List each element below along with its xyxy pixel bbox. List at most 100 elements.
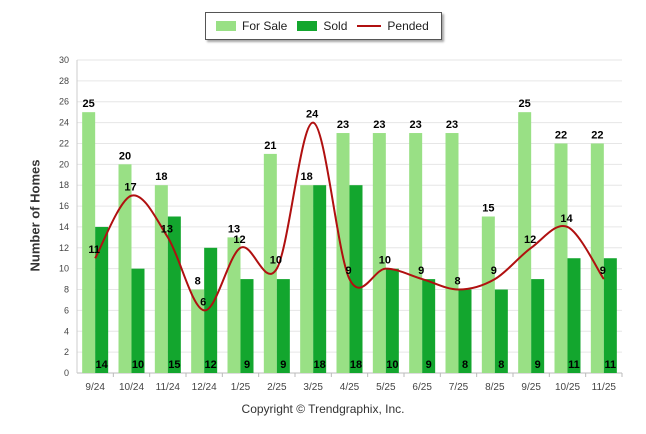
x-tick-label: 11/24 bbox=[156, 382, 181, 393]
bar-sold bbox=[95, 226, 109, 373]
data-label-for-sale: 15 bbox=[482, 203, 494, 215]
bar-sold bbox=[204, 247, 218, 373]
data-label-pended: 9 bbox=[600, 265, 606, 277]
pended-line bbox=[94, 121, 605, 312]
data-label-pended: 9 bbox=[345, 265, 351, 277]
y-tick-label: 2 bbox=[64, 347, 69, 357]
bar-sold bbox=[167, 216, 181, 373]
y-tick-label: 28 bbox=[59, 76, 69, 86]
y-tick-label: 24 bbox=[59, 118, 69, 128]
data-label-for-sale: 22 bbox=[591, 129, 603, 141]
data-label-for-sale: 8 bbox=[195, 276, 201, 288]
legend-item-sold[interactable]: Sold bbox=[297, 19, 347, 33]
data-label-for-sale: 21 bbox=[264, 140, 276, 152]
y-tick-label: 14 bbox=[59, 222, 69, 232]
bar-sold bbox=[567, 258, 581, 373]
data-label-pended: 14 bbox=[560, 213, 573, 225]
data-label-sold: 8 bbox=[498, 359, 504, 371]
y-tick-label: 6 bbox=[64, 305, 69, 315]
x-tick-label: 2/25 bbox=[267, 382, 287, 393]
bar-for-sale bbox=[82, 112, 96, 374]
y-tick-label: 10 bbox=[59, 264, 69, 274]
data-label-sold: 14 bbox=[96, 359, 109, 371]
y-tick-label: 4 bbox=[64, 326, 69, 336]
data-label-sold: 9 bbox=[280, 359, 286, 371]
data-label-for-sale: 23 bbox=[446, 119, 458, 131]
y-tick-label: 12 bbox=[59, 243, 69, 253]
bar-for-sale bbox=[372, 133, 386, 373]
x-tick-label: 6/25 bbox=[412, 382, 432, 393]
data-label-pended: 24 bbox=[306, 109, 319, 121]
data-label-sold: 18 bbox=[314, 359, 326, 371]
data-label-for-sale: 25 bbox=[519, 98, 531, 110]
bar-for-sale bbox=[518, 112, 532, 374]
pended-line-group bbox=[94, 121, 605, 312]
data-label-pended: 11 bbox=[88, 244, 100, 256]
data-label-pended: 12 bbox=[524, 234, 536, 246]
data-label-for-sale: 25 bbox=[83, 98, 95, 110]
bar-sold bbox=[276, 279, 290, 373]
x-tick-label: 7/25 bbox=[449, 382, 469, 393]
x-axis-ticks: 9/24 10/24 11/24 12/24 1/25 2/25 3/25 4/25 5/25 6… bbox=[85, 373, 623, 393]
legend-item-pended[interactable]: Pended bbox=[357, 19, 429, 33]
data-labels: 2514201018158121392191818231823102392381… bbox=[83, 98, 617, 371]
legend-label-pended: Pended bbox=[387, 19, 429, 33]
data-label-sold: 18 bbox=[350, 359, 362, 371]
data-label-for-sale: 18 bbox=[155, 171, 167, 183]
data-label-pended: 9 bbox=[418, 265, 424, 277]
data-label-sold: 10 bbox=[386, 359, 398, 371]
y-tick-label: 18 bbox=[59, 180, 69, 190]
x-tick-label: 1/25 bbox=[231, 382, 251, 393]
legend-swatch-for-sale bbox=[216, 21, 236, 31]
x-tick-label: 12/24 bbox=[192, 382, 217, 393]
data-label-sold: 11 bbox=[568, 359, 580, 371]
data-label-for-sale: 23 bbox=[373, 119, 385, 131]
legend-label-sold: Sold bbox=[323, 19, 348, 33]
bar-sold bbox=[349, 185, 363, 373]
y-tick-label: 8 bbox=[64, 285, 69, 295]
data-label-sold: 11 bbox=[605, 359, 617, 371]
data-label-sold: 9 bbox=[244, 359, 250, 371]
bar-for-sale bbox=[481, 216, 495, 373]
data-label-sold: 12 bbox=[205, 359, 217, 371]
x-tick-label: 9/24 bbox=[85, 382, 105, 393]
data-label-pended: 8 bbox=[454, 276, 460, 288]
x-tick-label: 3/25 bbox=[303, 382, 323, 393]
data-label-pended: 9 bbox=[491, 265, 497, 277]
legend-swatch-pended bbox=[357, 25, 382, 27]
x-tick-label: 11/25 bbox=[592, 382, 617, 393]
y-tick-label: 0 bbox=[64, 368, 69, 378]
data-label-pended: 6 bbox=[200, 296, 206, 308]
data-label-sold: 8 bbox=[462, 359, 468, 371]
bar-sold bbox=[458, 289, 472, 373]
y-axis-label: Number of Homes bbox=[27, 159, 43, 272]
data-label-pended: 10 bbox=[379, 255, 391, 267]
bar-for-sale bbox=[590, 143, 604, 373]
bar-for-sale bbox=[154, 185, 168, 373]
bar-for-sale bbox=[554, 143, 568, 373]
x-tick-label: 10/24 bbox=[119, 382, 144, 393]
bar-sold bbox=[494, 289, 508, 373]
x-tick-label: 9/25 bbox=[521, 382, 541, 393]
data-label-pended: 17 bbox=[124, 182, 136, 194]
data-label-for-sale: 18 bbox=[301, 171, 313, 183]
legend-item-for-sale[interactable]: For Sale bbox=[216, 19, 287, 33]
x-tick-label: 10/25 bbox=[555, 382, 580, 393]
bar-sold bbox=[385, 268, 399, 373]
legend-swatch-sold bbox=[297, 21, 318, 31]
data-label-pended: 12 bbox=[233, 234, 245, 246]
y-tick-label: 22 bbox=[59, 138, 69, 148]
data-label-pended: 10 bbox=[270, 255, 282, 267]
bar-for-sale bbox=[191, 289, 205, 373]
y-tick-label: 30 bbox=[59, 55, 69, 65]
bar-for-sale bbox=[118, 164, 132, 373]
data-label-for-sale: 13 bbox=[228, 223, 240, 235]
legend: For Sale Sold Pended bbox=[205, 12, 442, 40]
x-tick-label: 8/25 bbox=[485, 382, 505, 393]
data-label-sold: 10 bbox=[132, 359, 144, 371]
data-label-pended: 13 bbox=[161, 223, 173, 235]
bar-for-sale bbox=[263, 153, 277, 373]
data-label-for-sale: 23 bbox=[410, 119, 422, 131]
